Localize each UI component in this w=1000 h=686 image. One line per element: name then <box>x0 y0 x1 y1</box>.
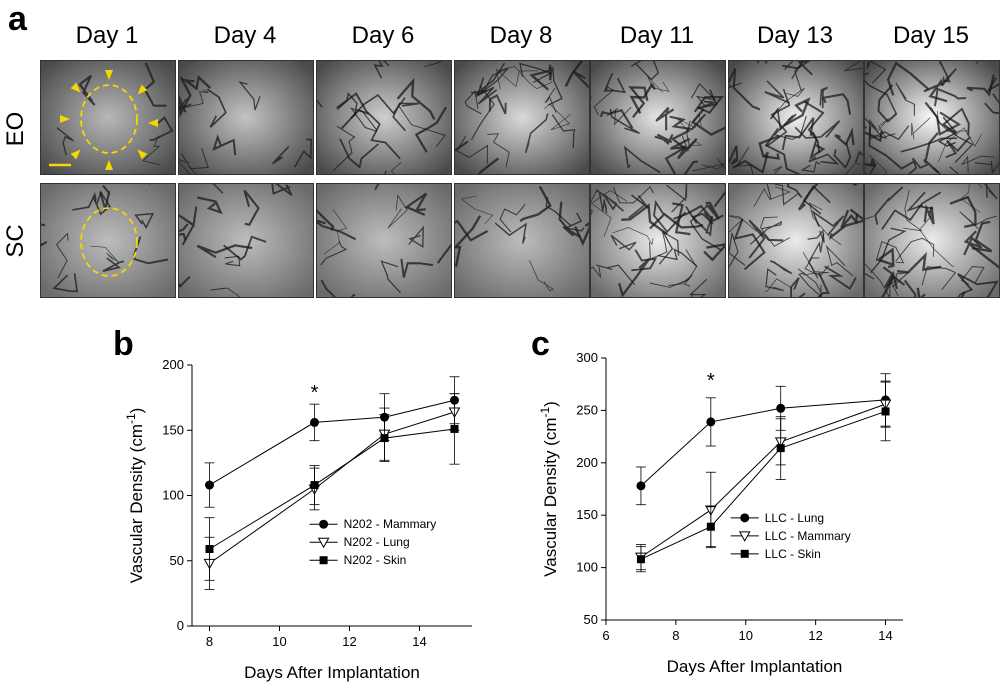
day-label-5: Day 11 <box>619 22 695 49</box>
legend-marker <box>317 537 330 549</box>
row-label-sc: SC <box>2 224 29 258</box>
series-triangle-down <box>635 380 892 571</box>
legend-marker <box>319 556 328 565</box>
series-circle <box>635 373 891 506</box>
data-point <box>636 481 646 491</box>
y-axis-title-end: ) <box>541 401 560 407</box>
tile-eo-3 <box>316 60 452 175</box>
tile-eo-7 <box>864 60 1000 175</box>
x-tick-label: 8 <box>206 634 213 649</box>
legend-entry: N202 - Lung <box>344 535 410 549</box>
data-point <box>776 403 786 413</box>
x-axis-title: Days After Implantation <box>244 663 420 682</box>
data-point <box>450 424 459 433</box>
legend: LLC - Lung LLC - Mammary LLC - Skin <box>730 511 851 561</box>
tile-sc-2 <box>178 183 314 298</box>
day-label-3: Day 6 <box>351 22 415 49</box>
y-axis-title-sup: -1 <box>538 407 552 418</box>
day-label-2: Day 4 <box>213 22 277 49</box>
legend-marker <box>738 531 751 542</box>
panel-letter-a: a <box>8 0 27 38</box>
day-label-1: Day 1 <box>75 22 139 49</box>
tile-eo-2 <box>178 60 314 175</box>
y-tick-label: 150 <box>576 507 598 522</box>
y-tick-label: 250 <box>576 402 598 417</box>
series-line <box>640 403 886 558</box>
y-tick-label: 50 <box>584 612 598 627</box>
x-tick-label: 10 <box>739 628 753 643</box>
row-label-eo: EO <box>2 111 29 147</box>
day-label-6: Day 13 <box>756 22 834 49</box>
legend-entry: N202 - Skin <box>344 553 407 567</box>
y-tick-label: 300 <box>576 350 598 365</box>
data-point <box>706 417 716 427</box>
chart-c: 50 100 150 200 250 300 6 8 10 12 14 Days After Impl… <box>538 350 903 676</box>
x-tick-label: 12 <box>342 634 356 649</box>
legend-entry: LLC - Lung <box>765 511 824 525</box>
significance-marker: * <box>311 382 319 404</box>
legend-entry: LLC - Mammary <box>765 529 851 543</box>
x-tick-label: 8 <box>672 628 679 643</box>
data-point <box>310 481 319 490</box>
tile-eo-6 <box>728 60 864 175</box>
legend-entry: LLC - Skin <box>765 547 821 561</box>
data-point <box>636 555 645 564</box>
series-line <box>209 399 455 486</box>
y-tick-label: 100 <box>576 560 598 575</box>
x-tick-label: 10 <box>272 634 286 649</box>
tile-sc-3 <box>316 183 452 298</box>
y-tick-label: 0 <box>177 618 184 633</box>
tile-sc-6 <box>728 183 864 298</box>
y-tick-label: 100 <box>162 488 184 503</box>
tile-eo-4 <box>454 60 590 175</box>
series-line <box>640 399 886 487</box>
legend: N202 - Mammary N202 - Lung N202 - Skin <box>309 517 437 567</box>
series-square <box>635 381 891 573</box>
tile-sc-5 <box>590 183 726 298</box>
y-tick-label: 200 <box>576 455 598 470</box>
chart-b: 0 50 100 150 200 8 10 12 14 Days After Implantati… <box>124 357 472 682</box>
series-line <box>640 410 886 560</box>
x-tick-label: 12 <box>808 628 822 643</box>
y-tick-label: 50 <box>170 553 184 568</box>
data-point <box>776 444 785 453</box>
y-tick-label: 200 <box>162 357 184 372</box>
series-line <box>209 428 455 550</box>
y-axis-title-main: Vascular Density (cm <box>541 418 560 577</box>
data-point <box>205 545 214 554</box>
y-axis-title: Vascular Density (cm-1) <box>124 408 146 584</box>
y-axis-title-end: ) <box>127 408 146 414</box>
legend-marker <box>740 549 749 558</box>
day-label-7: Day 15 <box>892 22 970 49</box>
series-line <box>209 411 455 564</box>
x-tick-label: 14 <box>878 628 892 643</box>
legend-entry: N202 - Mammary <box>344 517 437 531</box>
day-label-4: Day 8 <box>489 22 553 49</box>
tile-sc-7 <box>864 183 1000 298</box>
y-tick-label: 150 <box>162 422 184 437</box>
x-tick-label: 6 <box>602 628 609 643</box>
data-point <box>706 522 715 531</box>
panel-letter-c: c <box>531 325 550 363</box>
tile-sc-1 <box>40 183 176 298</box>
significance-marker: * <box>707 370 715 392</box>
series-circle <box>204 376 460 508</box>
data-point <box>380 434 389 443</box>
data-point <box>205 480 214 490</box>
y-axis-title-main: Vascular Density (cm <box>127 424 146 583</box>
series-square <box>204 393 460 581</box>
panel-letter-b: b <box>113 325 134 363</box>
tile-eo-5 <box>590 60 726 175</box>
x-axis-title: Days After Implantation <box>667 657 843 676</box>
legend-marker <box>740 513 750 523</box>
tile-sc-4 <box>454 183 590 298</box>
legend-marker <box>319 519 329 529</box>
x-tick-label: 14 <box>412 634 426 649</box>
y-axis-title-sup: -1 <box>124 413 138 424</box>
y-axis-title: Vascular Density (cm-1) <box>538 401 560 577</box>
data-point <box>881 407 890 416</box>
data-point <box>310 417 319 427</box>
tile-eo-1 <box>40 60 176 175</box>
